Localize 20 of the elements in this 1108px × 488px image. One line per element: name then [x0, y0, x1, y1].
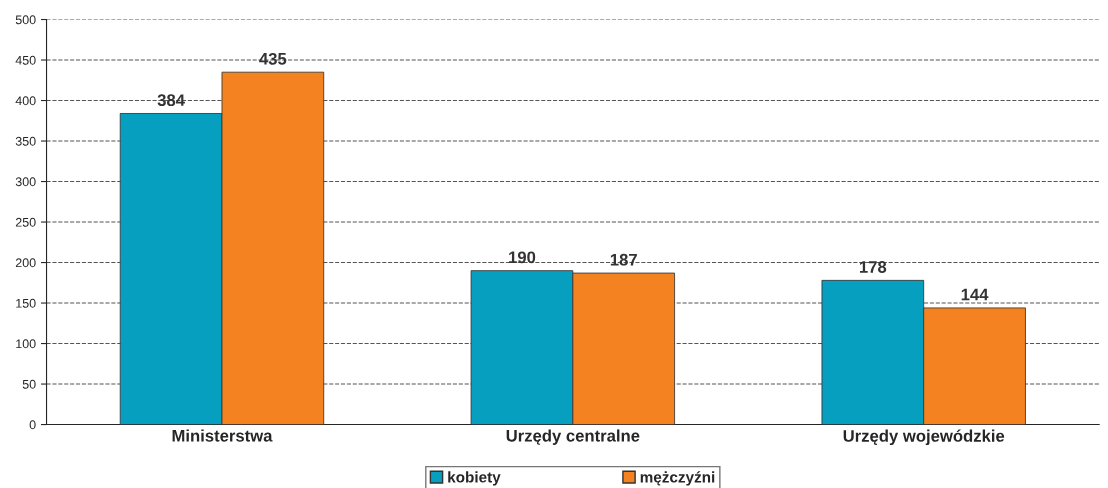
y-tick-label: 250 — [15, 217, 36, 227]
y-tick-label: 150 — [16, 298, 36, 308]
y-tick-label: 350 — [15, 136, 36, 146]
y-tick-label: 200 — [15, 258, 36, 268]
x-tick-label: Ministerstwa — [172, 429, 273, 442]
legend-label: kobiety — [448, 471, 501, 486]
y-tick-label: 300 — [15, 177, 36, 187]
data-label: 178 — [859, 261, 887, 273]
x-tick-label: Urzędy centralne — [506, 429, 640, 445]
data-label: 190 — [509, 251, 536, 264]
y-tick-label: 100 — [16, 339, 36, 349]
y-tick-label: 0 — [29, 420, 36, 430]
y-tick-label: 400 — [15, 96, 36, 106]
y-tick-label: 50 — [22, 379, 36, 389]
data-label: 435 — [259, 52, 287, 65]
x-tick-label: Urzędy wojewódzkie — [843, 429, 1005, 446]
y-tick-label: 450 — [15, 55, 36, 65]
data-label: 144 — [961, 288, 989, 301]
legend-label: mężczyźni — [640, 471, 715, 486]
y-tick-label: 500 — [15, 15, 36, 25]
